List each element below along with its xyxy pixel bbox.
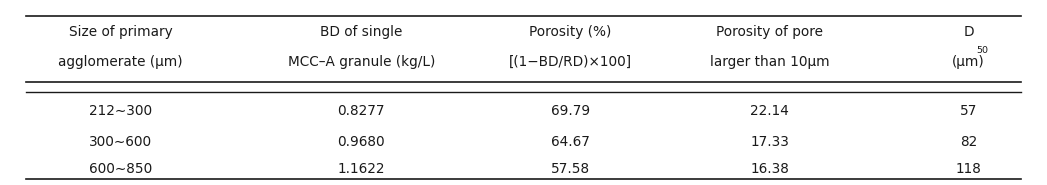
Text: 300∼600: 300∼600: [89, 134, 152, 149]
Text: 82: 82: [960, 134, 977, 149]
Text: [(1−BD/RD)×100]: [(1−BD/RD)×100]: [509, 55, 632, 69]
Text: 212∼300: 212∼300: [89, 104, 152, 118]
Text: 50: 50: [976, 46, 988, 55]
Text: 17.33: 17.33: [750, 134, 789, 149]
Text: Porosity of pore: Porosity of pore: [716, 25, 823, 39]
Text: D: D: [963, 25, 974, 39]
Text: MCC–A granule (kg/L): MCC–A granule (kg/L): [288, 55, 435, 69]
Text: 57.58: 57.58: [551, 162, 591, 176]
Text: agglomerate (μm): agglomerate (μm): [58, 55, 183, 69]
Text: 57: 57: [960, 104, 977, 118]
Text: 118: 118: [956, 162, 981, 176]
Text: Size of primary: Size of primary: [68, 25, 173, 39]
Text: 64.67: 64.67: [551, 134, 591, 149]
Text: 69.79: 69.79: [551, 104, 591, 118]
Text: larger than 10μm: larger than 10μm: [710, 55, 829, 69]
Text: 1.1622: 1.1622: [337, 162, 385, 176]
Text: 22.14: 22.14: [750, 104, 789, 118]
Text: 0.8277: 0.8277: [337, 104, 385, 118]
Text: 0.9680: 0.9680: [337, 134, 385, 149]
Text: (μm): (μm): [952, 55, 985, 69]
Text: 600∼850: 600∼850: [89, 162, 152, 176]
Text: 16.38: 16.38: [750, 162, 789, 176]
Text: Porosity (%): Porosity (%): [530, 25, 611, 39]
Text: BD of single: BD of single: [320, 25, 402, 39]
